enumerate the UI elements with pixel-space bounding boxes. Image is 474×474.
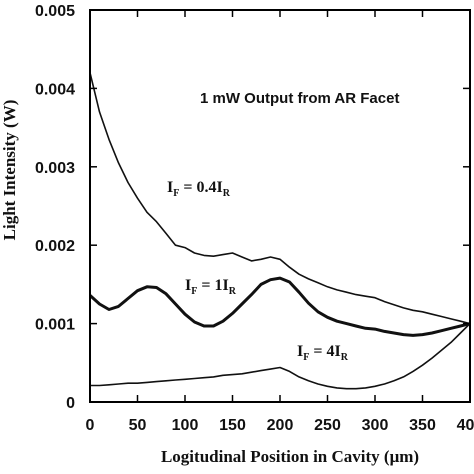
annotation-text: 1 mW Output from AR Facet [200, 90, 399, 107]
x-tick-label: 400 [457, 417, 474, 434]
axis-ticks [89, 9, 471, 403]
series-label-2: IF = 1IR [185, 277, 237, 297]
series-line-1 [89, 72, 471, 325]
series-labels: IF = 0.4IR IF = 1IR IF = 4IR [167, 179, 349, 363]
y-tick-label: 0.004 [35, 81, 75, 98]
x-axis-title: Logitudinal Position in Cavity (μm) [161, 447, 419, 466]
x-tick-label: 350 [409, 417, 436, 434]
series-line-2 [88, 276, 471, 337]
series-label-1: IF = 0.4IR [167, 179, 231, 199]
series-curves [88, 72, 471, 390]
x-tick-label: 250 [314, 417, 341, 434]
axis-tick-labels: 0 50 100 150 200 250 300 350 400 0 0.001 0.002 0.003… [35, 3, 474, 434]
x-tick-label: 200 [267, 417, 294, 434]
y-tick-label: 0 [66, 395, 75, 412]
series-label-3: IF = 4IR [297, 343, 349, 363]
x-tick-label: 300 [362, 417, 389, 434]
y-tick-label: 0.002 [35, 238, 75, 255]
x-tick-label: 100 [172, 417, 199, 434]
series-line-3 [90, 323, 471, 390]
y-tick-label: 0.001 [35, 317, 75, 334]
y-tick-label: 0.003 [35, 160, 75, 177]
x-tick-label: 50 [129, 417, 147, 434]
y-axis-title: Light Intensity (W) [0, 100, 19, 241]
x-tick-label: 0 [86, 417, 95, 434]
y-tick-label: 0.005 [35, 3, 75, 20]
plot-frame [89, 9, 471, 403]
x-tick-label: 150 [219, 417, 246, 434]
